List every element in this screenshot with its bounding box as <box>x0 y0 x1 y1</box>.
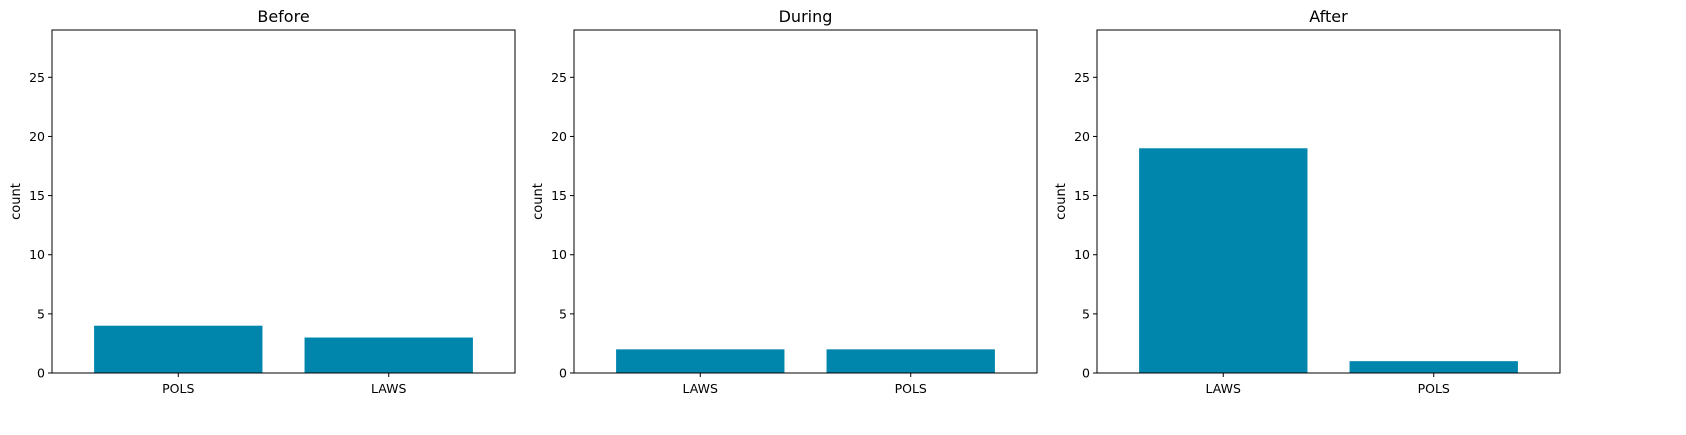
y-tick-label: 20 <box>29 129 45 144</box>
chart-panel-3: 0 5 10 15 20 25 LAWS POLS After count <box>1054 7 1561 396</box>
y-tick-label: 10 <box>29 247 45 262</box>
y-tick-label: 25 <box>1074 70 1090 85</box>
plot-frame <box>573 29 1038 374</box>
y-tick-label: 25 <box>29 70 45 85</box>
bar-pols <box>826 349 995 373</box>
x-tick-label: LAWS <box>683 381 718 396</box>
y-tick-label: 0 <box>37 366 45 381</box>
y-tick-label: 15 <box>29 188 45 203</box>
y-tick-label: 0 <box>1082 366 1090 381</box>
x-tick-label: LAWS <box>1206 381 1241 396</box>
y-axis-label: count <box>531 183 546 220</box>
x-tick-label: POLS <box>1418 381 1450 396</box>
bar-laws <box>304 337 473 373</box>
chart-panel-1: 0 5 10 15 20 25 POLS LAWS Before count <box>9 7 516 396</box>
y-tick-label: 5 <box>37 306 45 321</box>
y-tick-label: 10 <box>551 247 567 262</box>
bar-pols <box>1349 361 1518 373</box>
chart-panel-2: 0 5 10 15 20 25 LAWS POLS During count <box>531 7 1038 396</box>
x-tick-label: LAWS <box>371 381 406 396</box>
y-tick-label: 15 <box>551 188 567 203</box>
x-tick-label: POLS <box>162 381 194 396</box>
bar-pols <box>94 325 263 373</box>
y-tick-label: 25 <box>551 70 567 85</box>
bar-laws <box>616 349 785 373</box>
y-axis-label: count <box>1054 183 1069 220</box>
plot-frame <box>51 29 516 374</box>
y-tick-label: 20 <box>551 129 567 144</box>
y-tick-label: 0 <box>559 366 567 381</box>
x-tick-label: POLS <box>895 381 927 396</box>
y-tick-label: 15 <box>1074 188 1090 203</box>
bar-laws <box>1139 148 1308 373</box>
chart-title: During <box>779 7 833 26</box>
y-tick-label: 5 <box>1082 306 1090 321</box>
chart-title: Before <box>257 7 309 26</box>
chart-title: After <box>1309 7 1348 26</box>
plot-frame <box>1096 29 1561 374</box>
y-tick-label: 5 <box>559 306 567 321</box>
y-tick-label: 10 <box>1074 247 1090 262</box>
y-tick-label: 20 <box>1074 129 1090 144</box>
y-axis-label: count <box>9 183 24 220</box>
